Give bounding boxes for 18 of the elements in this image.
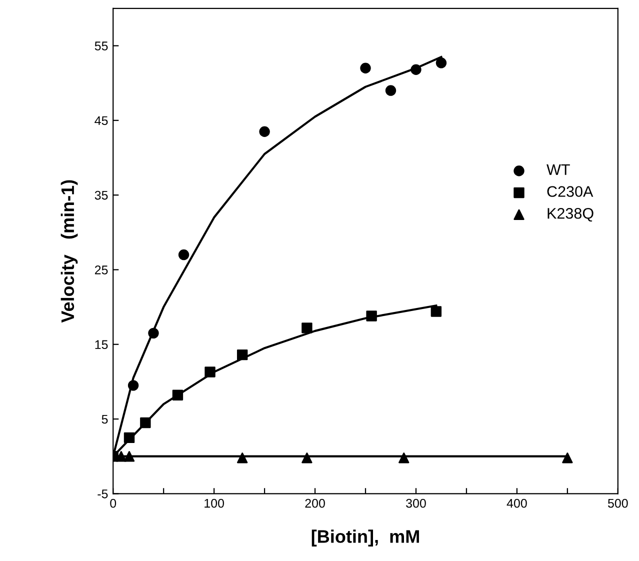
- legend-label: K238Q: [548, 208, 594, 222]
- x-axis-title: [Biotin], mM: [312, 530, 419, 546]
- x-tick-label: 300: [406, 498, 426, 508]
- x-tick-label: 200: [305, 498, 325, 508]
- y-tick-label: 45: [94, 116, 108, 126]
- x-tick-label: 0: [110, 498, 116, 508]
- x-tick-label: 500: [608, 498, 628, 508]
- y-tick-label: 35: [94, 190, 108, 200]
- x-tick-label: 100: [204, 498, 224, 508]
- y-axis-title: Velocity (min-1): [60, 180, 78, 323]
- x-tick-label: 400: [506, 498, 527, 508]
- y-tick-label: 25: [94, 266, 108, 274]
- y-tick-label: 55: [94, 42, 108, 50]
- y-tick-label: 5: [102, 414, 108, 424]
- legend-label: WT: [546, 164, 570, 175]
- legend-label: C230A: [547, 186, 594, 197]
- y-tick-label: -5: [98, 490, 108, 498]
- y-tick-label: 15: [95, 340, 108, 350]
